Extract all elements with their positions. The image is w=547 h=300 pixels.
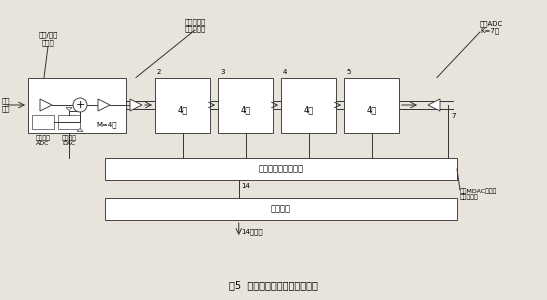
Polygon shape [428,99,440,111]
Bar [344,77,399,133]
Text: 14: 14 [241,183,249,189]
Bar [58,115,80,128]
Bar [281,77,336,133]
Bar [105,198,457,220]
Text: 修正MDAC中增益
和电容失配: 修正MDAC中增益 和电容失配 [460,188,497,200]
Text: 修正和校准逻辑电路: 修正和校准逻辑电路 [259,164,304,173]
Bar [155,77,210,133]
Text: 图5  流水线模数转换器功能框图: 图5 流水线模数转换器功能框图 [229,280,318,290]
Text: 低分辨率
DAC: 低分辨率 DAC [61,136,77,146]
Text: 7: 7 [451,113,456,119]
Polygon shape [66,107,72,110]
Text: M=4位: M=4位 [96,121,117,128]
Circle shape [73,98,87,112]
Text: 4位: 4位 [366,106,377,115]
Polygon shape [40,99,52,111]
Text: 5: 5 [346,68,351,74]
Text: 低分辨率
ADC: 低分辨率 ADC [36,136,50,146]
Text: 输入
信号: 输入 信号 [2,98,10,112]
Text: 14位输出: 14位输出 [241,229,263,235]
Bar [105,158,457,180]
Text: 精细ADC
K=7位: 精细ADC K=7位 [480,20,503,34]
Text: 4位: 4位 [304,106,313,115]
Text: 2: 2 [157,68,161,74]
Bar [32,115,54,128]
Bar [28,77,126,133]
Polygon shape [98,99,110,111]
Polygon shape [130,99,142,111]
Text: +: + [75,100,85,110]
Text: 4: 4 [283,68,287,74]
Text: 采样/保持
放大器: 采样/保持 放大器 [38,31,57,46]
Text: 3: 3 [220,68,224,74]
Text: 4位: 4位 [177,106,188,115]
Bar [218,77,273,133]
Text: 输出驱动: 输出驱动 [271,205,291,214]
Text: 4位: 4位 [240,106,251,115]
Text: 提供增益的
级间放大器: 提供增益的 级间放大器 [184,18,206,32]
Polygon shape [77,128,83,131]
